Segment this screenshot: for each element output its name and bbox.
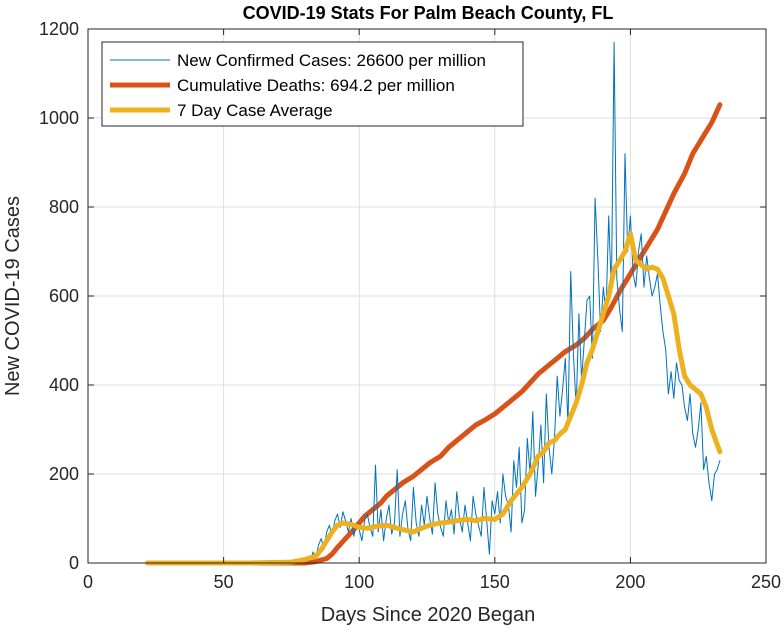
x-tick-label: 50 — [214, 572, 234, 592]
x-tick-label: 150 — [480, 572, 510, 592]
legend-label-2: 7 Day Case Average — [177, 101, 333, 120]
x-axis-label: Days Since 2020 Began — [321, 604, 536, 626]
x-tick-label: 0 — [83, 572, 93, 592]
legend: New Confirmed Cases: 26600 per million Cu… — [101, 41, 524, 127]
x-tick-label: 200 — [615, 572, 645, 592]
y-tick-label: 800 — [49, 197, 79, 217]
legend-label-0: New Confirmed Cases: 26600 per million — [177, 51, 486, 70]
tick-layer: 0 50 100 150 200 250 0 200 400 600 800 1000 1200 — [39, 19, 781, 592]
chart-title: COVID-19 Stats For Palm Beach County, FL — [243, 3, 614, 23]
series-line-2 — [145, 231, 723, 566]
legend-label-1: Cumulative Deaths: 694.2 per million — [177, 76, 455, 95]
y-tick-label: 400 — [49, 375, 79, 395]
x-tick-label: 100 — [344, 572, 374, 592]
y-tick-label: 1000 — [39, 108, 79, 128]
y-tick-label: 600 — [49, 286, 79, 306]
series-layer — [145, 41, 723, 566]
legend-box — [101, 41, 524, 127]
x-tick-label: 250 — [751, 572, 781, 592]
y-tick-label: 0 — [69, 553, 79, 573]
y-tick-label: 1200 — [39, 19, 79, 39]
y-axis-label: New COVID-19 Cases — [2, 196, 24, 396]
y-tick-label: 200 — [49, 464, 79, 484]
